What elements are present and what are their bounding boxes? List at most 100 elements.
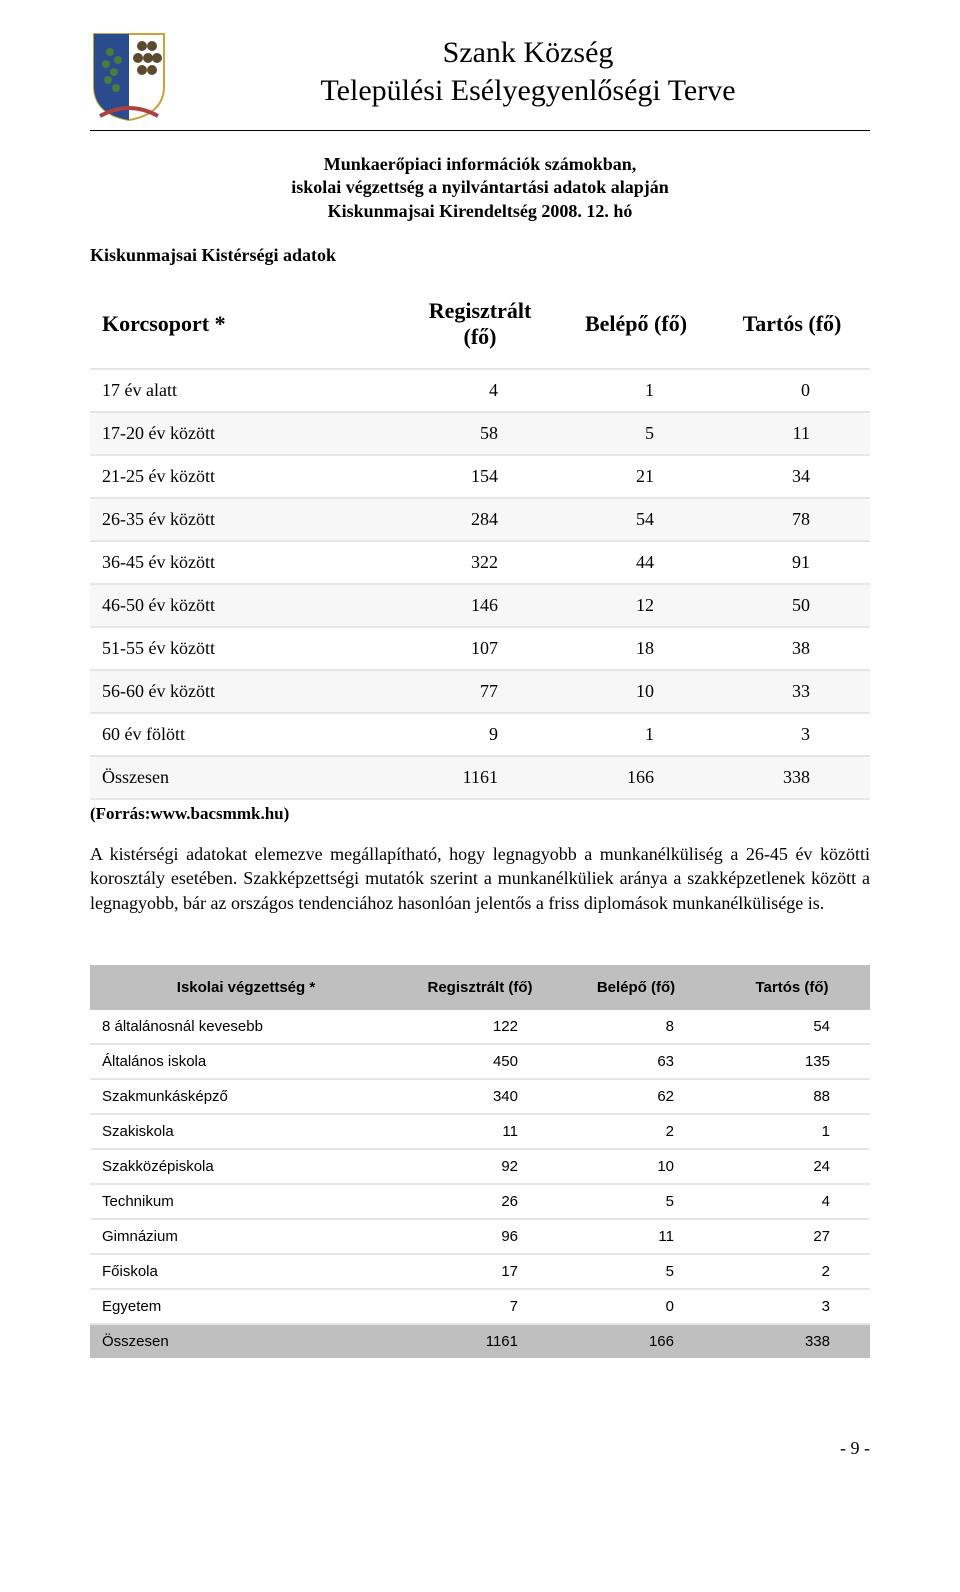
cell-value: 50 (714, 584, 870, 627)
table-row: 46-50 év között1461250 (90, 584, 870, 627)
title-line-1: Szank Község (186, 34, 870, 72)
cell-label: 46-50 év között (90, 584, 402, 627)
cell-value: 5 (558, 1184, 714, 1219)
cell-label: Szakiskola (90, 1114, 402, 1149)
cell-value: 78 (714, 498, 870, 541)
table-row: Gimnázium961127 (90, 1219, 870, 1254)
cell-value: 17 (402, 1254, 558, 1289)
cell-value: 24 (714, 1149, 870, 1184)
cell-label: 17-20 év között (90, 412, 402, 455)
table-row: 26-35 év között2845478 (90, 498, 870, 541)
cell-value: 44 (558, 541, 714, 584)
cell-label: Összesen (90, 756, 402, 799)
cell-value: 11 (402, 1114, 558, 1149)
cell-value: 91 (714, 541, 870, 584)
source-line: (Forrás:www.bacsmmk.hu) (90, 804, 870, 824)
cell-value: 11 (558, 1219, 714, 1254)
table-row: Összesen1161166338 (90, 756, 870, 799)
cell-value: 154 (402, 455, 558, 498)
document-header: Szank Község Települési Esélyegyenlőségi… (90, 30, 870, 122)
table-row: Technikum2654 (90, 1184, 870, 1219)
cell-value: 284 (402, 498, 558, 541)
th-tartos-2: Tartós (fő) (714, 965, 870, 1010)
table-row: 51-55 év között1071838 (90, 627, 870, 670)
cell-value: 1 (558, 713, 714, 756)
cell-value: 3 (714, 713, 870, 756)
cell-value: 2 (714, 1254, 870, 1289)
th-regisztralt: Regisztrált (fő) (402, 280, 558, 369)
table-row: 8 általánosnál kevesebb122854 (90, 1010, 870, 1044)
cell-value: 338 (714, 756, 870, 799)
subtitle-line-3: Kiskunmajsai Kirendeltség 2008. 12. hó (90, 200, 870, 223)
cell-value: 96 (402, 1219, 558, 1254)
cell-value: 135 (714, 1044, 870, 1079)
cell-value: 107 (402, 627, 558, 670)
cell-value: 10 (558, 670, 714, 713)
cell-value: 338 (714, 1324, 870, 1358)
education-table: Iskolai végzettség * Regisztrált (fő) Be… (90, 965, 870, 1358)
page-number: - 9 - (90, 1438, 870, 1459)
page-title: Szank Község Települési Esélyegyenlőségi… (186, 30, 870, 109)
table-row: 56-60 év között771033 (90, 670, 870, 713)
cell-label: 8 általánosnál kevesebb (90, 1010, 402, 1044)
cell-label: Egyetem (90, 1289, 402, 1324)
table-row: 17 év alatt410 (90, 369, 870, 412)
th-tartos: Tartós (fő) (714, 280, 870, 369)
cell-label: 60 év fölött (90, 713, 402, 756)
cell-label: Összesen (90, 1324, 402, 1358)
coat-of-arms-icon (90, 30, 168, 122)
table-row: 21-25 év között1542134 (90, 455, 870, 498)
cell-value: 3 (714, 1289, 870, 1324)
cell-value: 1161 (402, 756, 558, 799)
cell-label: 56-60 év között (90, 670, 402, 713)
cell-value: 8 (558, 1010, 714, 1044)
cell-label: Szakközépiskola (90, 1149, 402, 1184)
cell-value: 450 (402, 1044, 558, 1079)
th-regisztralt-2: Regisztrált (fő) (402, 965, 558, 1010)
cell-value: 1 (558, 369, 714, 412)
cell-value: 12 (558, 584, 714, 627)
cell-value: 26 (402, 1184, 558, 1219)
subtitle-line-2: iskolai végzettség a nyilvántartási adat… (90, 176, 870, 199)
th-belepo-2: Belépő (fő) (558, 965, 714, 1010)
cell-value: 4 (402, 369, 558, 412)
table-row: 17-20 év között58511 (90, 412, 870, 455)
table-row: Szakiskola1121 (90, 1114, 870, 1149)
cell-value: 9 (402, 713, 558, 756)
cell-label: 17 év alatt (90, 369, 402, 412)
cell-value: 7 (402, 1289, 558, 1324)
cell-value: 77 (402, 670, 558, 713)
table-row: Egyetem703 (90, 1289, 870, 1324)
cell-value: 21 (558, 455, 714, 498)
cell-value: 58 (402, 412, 558, 455)
cell-value: 92 (402, 1149, 558, 1184)
cell-value: 340 (402, 1079, 558, 1114)
cell-label: 21-25 év között (90, 455, 402, 498)
cell-label: Szakmunkásképző (90, 1079, 402, 1114)
table-row: 60 év fölött913 (90, 713, 870, 756)
table-row: Főiskola1752 (90, 1254, 870, 1289)
cell-value: 62 (558, 1079, 714, 1114)
header-rule (90, 130, 870, 131)
cell-value: 146 (402, 584, 558, 627)
cell-value: 18 (558, 627, 714, 670)
cell-value: 166 (558, 1324, 714, 1358)
cell-value: 166 (558, 756, 714, 799)
cell-value: 34 (714, 455, 870, 498)
age-group-table: Korcsoport * Regisztrált (fő) Belépő (fő… (90, 280, 870, 800)
table-row: Szakmunkásképző3406288 (90, 1079, 870, 1114)
cell-value: 27 (714, 1219, 870, 1254)
cell-value: 4 (714, 1184, 870, 1219)
title-line-2: Települési Esélyegyenlőségi Terve (186, 72, 870, 110)
table-row: Szakközépiskola921024 (90, 1149, 870, 1184)
table-row: 36-45 év között3224491 (90, 541, 870, 584)
table-row: Általános iskola45063135 (90, 1044, 870, 1079)
th-korcsoport: Korcsoport * (90, 280, 402, 369)
cell-label: 51-55 év között (90, 627, 402, 670)
cell-value: 5 (558, 412, 714, 455)
cell-value: 11 (714, 412, 870, 455)
cell-value: 122 (402, 1010, 558, 1044)
cell-value: 0 (558, 1289, 714, 1324)
cell-value: 10 (558, 1149, 714, 1184)
cell-label: 36-45 év között (90, 541, 402, 584)
